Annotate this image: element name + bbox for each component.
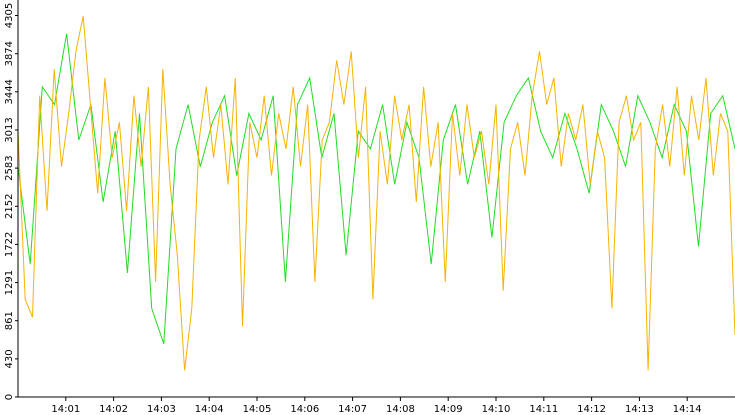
y-tick-label: 1291: [4, 270, 15, 295]
x-tick-label: 14:06: [290, 404, 319, 415]
y-tick-label: 3874: [4, 41, 15, 66]
x-tick-label: 14:04: [195, 404, 224, 415]
y-tick-label: 861: [4, 311, 15, 330]
y-tick-label: 3013: [4, 117, 15, 142]
x-tick-label: 14:07: [338, 404, 367, 415]
x-tick-label: 14:14: [673, 404, 702, 415]
y-tick-label: 430: [4, 349, 15, 368]
x-tick-label: 14:09: [434, 404, 463, 415]
y-tick-label: 2583: [4, 155, 15, 180]
y-tick-label: 4305: [4, 3, 15, 28]
x-tick-label: 14:01: [51, 404, 80, 415]
line-series: [17, 33, 735, 344]
line-series: [17, 15, 735, 371]
x-tick-label: 14:10: [482, 404, 511, 415]
x-tick-label: 14:03: [147, 404, 176, 415]
y-tick-label: 1722: [4, 232, 15, 257]
x-tick-label: 14:11: [529, 404, 558, 415]
y-tick-label: 3444: [4, 79, 15, 104]
y-tick-label: 0: [4, 394, 15, 400]
x-tick-label: 14:08: [386, 404, 415, 415]
x-tick-label: 14:12: [577, 404, 606, 415]
x-tick-label: 14:05: [243, 404, 272, 415]
x-tick-label: 14:02: [99, 404, 128, 415]
x-tick-label: 14:13: [625, 404, 654, 415]
y-tick-label: 2152: [4, 194, 15, 219]
